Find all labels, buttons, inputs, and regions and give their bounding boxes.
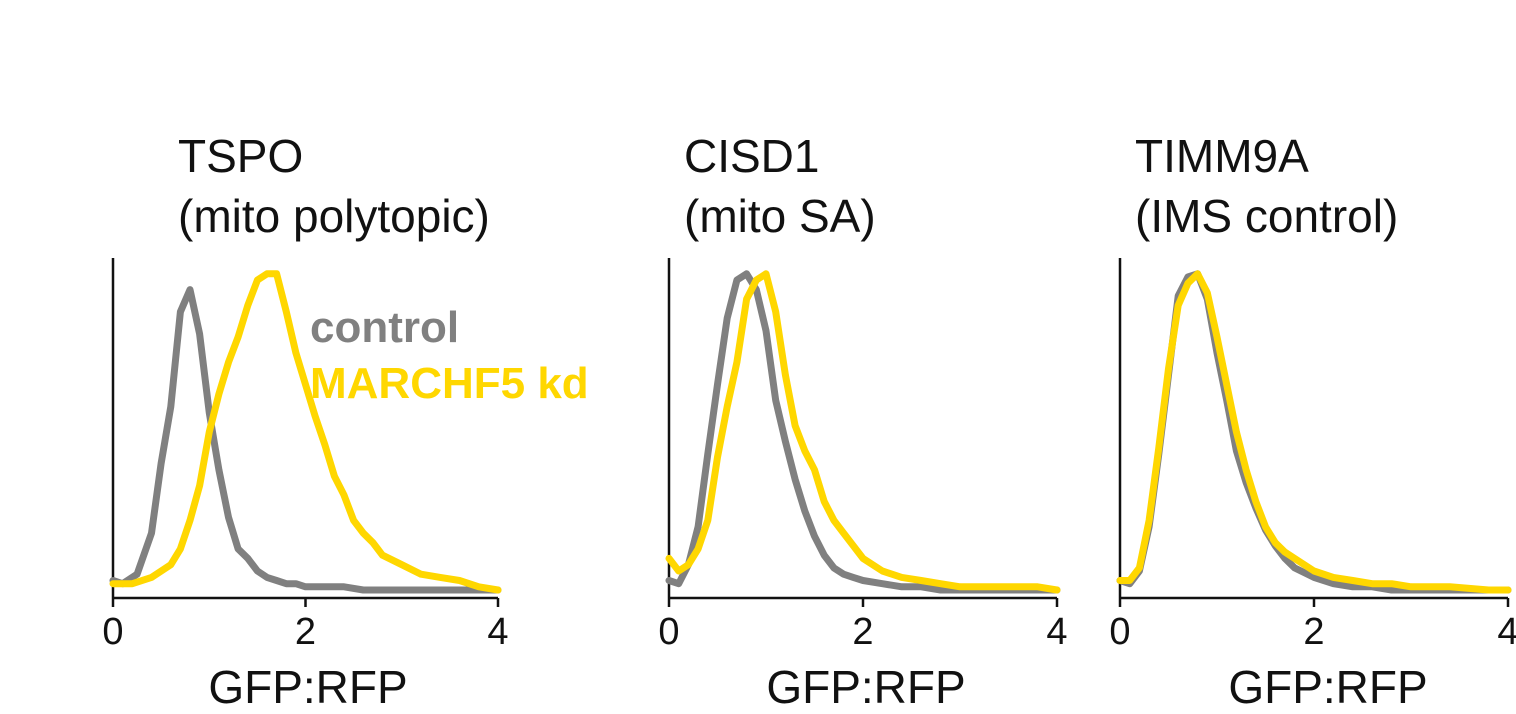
legend-entry-marchf5-kd: MARCHF5 kd <box>310 359 589 408</box>
panel-3-x-tick-label-2: 2 <box>1303 611 1324 653</box>
panel-2-x-axis-label: GFP:RFP <box>766 661 966 713</box>
panel-1-x-tick-label-2: 2 <box>295 611 316 653</box>
panel-3-title-line-2: (IMS control) <box>1135 190 1399 242</box>
legend: control MARCHF5 kd <box>310 300 589 412</box>
panel-1-x-tick-label-0: 0 <box>102 611 123 653</box>
legend-entry-control: control <box>310 303 460 352</box>
panel-2-title-line-1: CISD1 <box>684 130 820 182</box>
panel-1-title: TSPO (mito polytopic) <box>178 126 490 246</box>
panel-1-series-marchf5-kd <box>109 270 502 594</box>
panel-3-x-tick-label-4: 4 <box>1497 611 1516 653</box>
panel-2-x-tick-label-4: 4 <box>1046 611 1067 653</box>
panel-2-title: CISD1 (mito SA) <box>684 126 876 246</box>
panel-1-title-line-2: (mito polytopic) <box>178 190 490 242</box>
panel-3-title-line-1: TIMM9A <box>1135 130 1309 182</box>
panel-3-x-axis-label: GFP:RFP <box>1228 661 1428 713</box>
panel-1-x-axis-label: GFP:RFP <box>208 661 408 713</box>
panel-1-title-line-1: TSPO <box>178 130 304 182</box>
panel-2-series-control <box>665 270 1061 594</box>
panel-3-x-tick-label-0: 0 <box>1109 611 1130 653</box>
panel-1-series-control <box>109 286 502 594</box>
panel-2-x-tick-label-2: 2 <box>852 611 873 653</box>
panel-3-series-marchf5-kd <box>1116 270 1512 594</box>
panel-2-series-marchf5-kd <box>665 270 1061 594</box>
panel-1-x-tick-label-4: 4 <box>487 611 508 653</box>
panel-3-title: TIMM9A (IMS control) <box>1135 126 1398 246</box>
panel-2-x-tick-label-0: 0 <box>658 611 679 653</box>
panel-2-title-line-2: (mito SA) <box>684 190 876 242</box>
